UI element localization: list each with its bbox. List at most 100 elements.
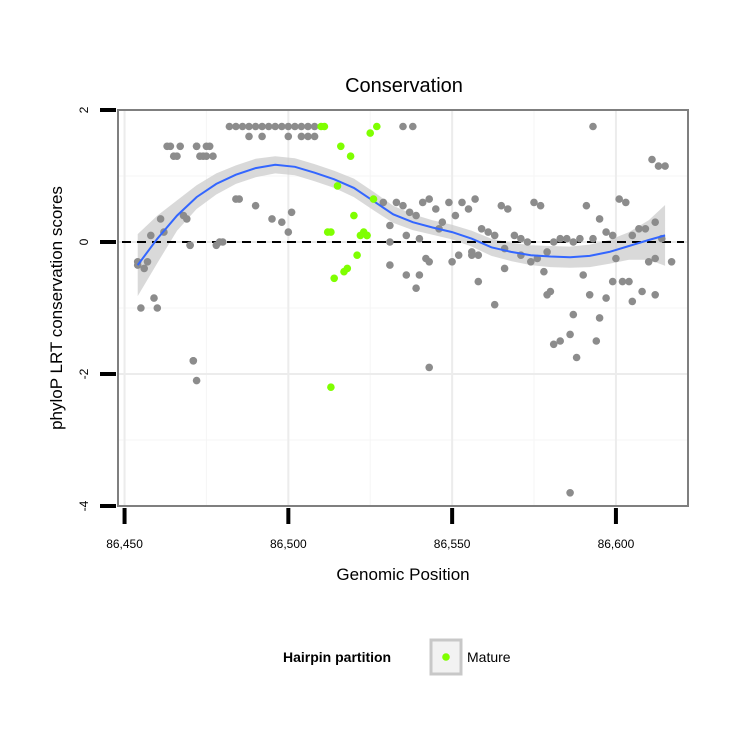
data-point xyxy=(474,251,483,259)
data-point xyxy=(310,132,319,141)
data-point xyxy=(592,337,601,345)
data-point xyxy=(156,215,165,223)
data-point xyxy=(297,122,306,131)
data-point xyxy=(651,218,659,226)
data-point xyxy=(418,198,427,207)
data-point xyxy=(644,258,653,266)
data-point xyxy=(543,291,551,299)
data-point xyxy=(563,234,571,243)
data-point xyxy=(667,258,676,266)
data-point xyxy=(412,211,420,220)
data-point xyxy=(235,195,243,203)
data-point xyxy=(386,261,394,269)
data-point xyxy=(635,225,643,233)
data-point xyxy=(589,122,597,131)
data-point xyxy=(415,271,424,279)
data-point xyxy=(432,205,440,213)
data-point-mature xyxy=(373,122,381,131)
data-point xyxy=(536,201,545,210)
grid-minor xyxy=(118,110,688,506)
data-point xyxy=(549,340,558,349)
data-point xyxy=(209,152,217,160)
data-point xyxy=(556,337,564,345)
data-point xyxy=(608,231,617,240)
data-point xyxy=(517,234,525,243)
data-point-mature xyxy=(330,274,339,283)
legend-key-box xyxy=(429,638,463,676)
data-point xyxy=(595,215,604,223)
data-point xyxy=(186,241,194,250)
chart-title: Conservation xyxy=(345,75,463,97)
data-point xyxy=(651,254,659,263)
data-point-mature xyxy=(327,228,335,236)
data-point xyxy=(490,300,499,309)
data-point xyxy=(468,251,476,259)
data-point xyxy=(474,277,483,286)
data-point xyxy=(284,132,293,141)
data-point-mature xyxy=(366,129,375,137)
data-point xyxy=(569,310,578,319)
data-point xyxy=(232,122,240,131)
legend-label-mature: Mature xyxy=(467,649,511,665)
data-point xyxy=(504,205,512,213)
data-point xyxy=(628,297,637,306)
data-point xyxy=(572,353,581,362)
data-point xyxy=(173,152,181,160)
data-point xyxy=(451,211,460,220)
data-point xyxy=(189,357,198,365)
legend: Hairpin partition Mature xyxy=(283,638,511,676)
data-point xyxy=(271,122,280,131)
y-tick-label: -2 xyxy=(77,368,91,379)
legend-title: Hairpin partition xyxy=(283,649,391,665)
data-point-mature xyxy=(337,142,345,151)
data-point-mature xyxy=(369,195,378,203)
data-point xyxy=(402,271,411,279)
data-point xyxy=(595,314,604,322)
data-point xyxy=(608,277,617,286)
y-tick-label: 0 xyxy=(77,238,91,245)
data-point xyxy=(202,152,211,160)
data-point xyxy=(166,142,175,151)
data-point xyxy=(490,231,499,240)
data-point xyxy=(448,258,456,266)
data-point xyxy=(628,231,637,240)
data-point xyxy=(543,248,551,256)
data-point xyxy=(304,132,312,141)
data-point xyxy=(569,238,578,246)
data-point xyxy=(386,238,394,246)
data-point xyxy=(641,225,650,233)
data-point xyxy=(284,228,293,236)
data-point xyxy=(530,198,538,207)
data-point xyxy=(425,195,434,203)
data-point xyxy=(405,208,414,217)
x-tick-label: 86,450 xyxy=(106,537,143,551)
data-point xyxy=(140,264,148,273)
data-point xyxy=(566,330,574,339)
data-point xyxy=(310,122,319,131)
data-point xyxy=(386,221,394,230)
data-point xyxy=(268,215,276,223)
data-point xyxy=(399,201,407,210)
data-point xyxy=(238,122,247,131)
x-tick-label: 86,500 xyxy=(270,537,307,551)
x-tick-label: 86,550 xyxy=(434,537,471,551)
data-point xyxy=(556,234,564,243)
data-point xyxy=(445,198,453,207)
data-point xyxy=(484,228,493,236)
data-point xyxy=(205,142,214,151)
data-point xyxy=(278,122,286,131)
data-point-mature xyxy=(343,264,352,273)
data-point xyxy=(297,132,306,141)
data-point xyxy=(251,201,260,210)
data-point xyxy=(219,238,227,246)
data-point-mature xyxy=(363,231,371,240)
data-point xyxy=(392,198,401,207)
data-point xyxy=(147,231,155,240)
plot-panel xyxy=(117,109,689,507)
data-point xyxy=(477,225,486,233)
data-point xyxy=(523,238,532,246)
data-point xyxy=(497,201,506,210)
data-point xyxy=(510,231,519,240)
data-point xyxy=(425,258,434,266)
